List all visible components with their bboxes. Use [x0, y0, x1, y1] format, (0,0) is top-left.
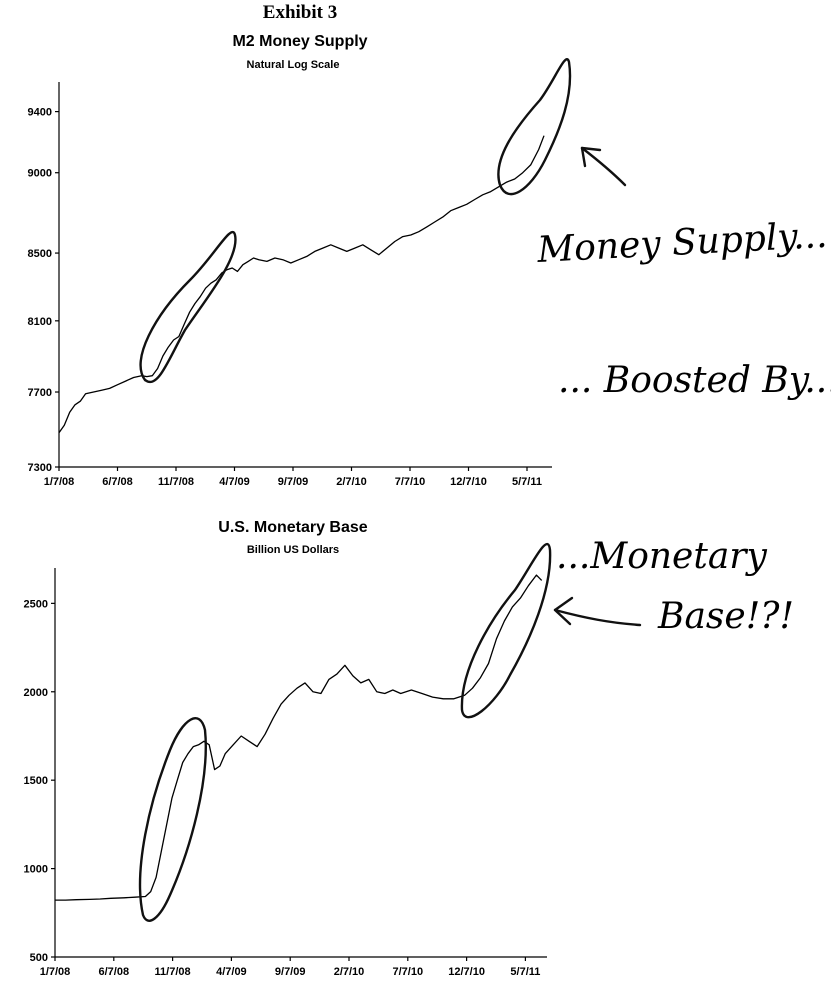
- x-tick-label: 9/7/09: [275, 966, 306, 978]
- y-tick-label: 9400: [28, 107, 52, 119]
- y-tick-label: 500: [30, 952, 48, 964]
- series-line: [58, 135, 545, 434]
- y-tick-label: 2500: [24, 598, 48, 610]
- chart-subtitle: Billion US Dollars: [247, 544, 339, 556]
- x-tick-label: 7/7/10: [395, 476, 426, 488]
- x-ticks: 1/7/08 6/7/08 11/7/08 4/7/09 9/7/09 2/7/10 7/7…: [40, 957, 540, 978]
- x-tick-label: 1/7/08: [40, 966, 71, 978]
- circle-m2-2008: [139, 231, 237, 384]
- annotation-base: Base!?!: [657, 596, 794, 637]
- y-ticks: 500 1000 1500 2000 2500: [24, 598, 55, 964]
- annotation-monetary: ...Monetary: [556, 536, 767, 577]
- annotation-money-supply: Money Supply...: [535, 215, 828, 271]
- x-tick-label: 1/7/08: [44, 476, 75, 488]
- chart-title: M2 Money Supply: [232, 33, 367, 50]
- circle-m2-2011: [497, 58, 572, 196]
- x-tick-label: 5/7/11: [512, 476, 542, 488]
- x-tick-label: 4/7/09: [219, 476, 250, 488]
- y-tick-label: 7300: [28, 462, 52, 474]
- x-tick-label: 5/7/11: [510, 966, 540, 978]
- arrow-head: [580, 146, 602, 168]
- y-tick-label: 7700: [28, 387, 52, 399]
- arrow-left: [553, 608, 642, 627]
- x-tick-label: 9/7/09: [278, 476, 309, 488]
- x-tick-label: 6/7/08: [99, 966, 130, 978]
- x-tick-label: 2/7/10: [336, 476, 367, 488]
- m2-money-supply-chart: M2 Money Supply Natural Log Scale 7300 77…: [28, 33, 552, 488]
- annotation-boosted-by: ... Boosted By...: [558, 360, 831, 401]
- handwritten-arrows: [553, 146, 642, 627]
- handwritten-circles: [138, 58, 572, 922]
- x-tick-label: 12/7/10: [448, 966, 485, 978]
- y-tick-label: 8500: [28, 248, 52, 260]
- x-tick-label: 7/7/10: [393, 966, 424, 978]
- y-tick-label: 8100: [28, 316, 52, 328]
- chart-title: U.S. Monetary Base: [218, 519, 367, 536]
- y-tick-label: 1000: [24, 864, 48, 876]
- x-tick-label: 6/7/08: [102, 476, 133, 488]
- y-tick-label: 9000: [28, 168, 52, 180]
- series-line: [55, 574, 543, 901]
- x-tick-label: 11/7/08: [155, 966, 191, 978]
- x-tick-label: 11/7/08: [158, 476, 194, 488]
- x-ticks: 1/7/08 6/7/08 11/7/08 4/7/09 9/7/09 2/7/10 7/7…: [44, 467, 542, 488]
- y-tick-label: 1500: [24, 775, 48, 787]
- y-tick-label: 2000: [24, 687, 48, 699]
- x-tick-label: 2/7/10: [334, 966, 365, 978]
- exhibit-label: Exhibit 3: [263, 2, 337, 23]
- circle-base-2011: [460, 542, 552, 719]
- arrow-head: [553, 596, 574, 626]
- y-ticks: 7300 7700 8100 8500 9000 9400: [28, 107, 59, 474]
- chart-subtitle: Natural Log Scale: [247, 59, 340, 71]
- x-tick-label: 4/7/09: [216, 966, 247, 978]
- arrow-up-left: [580, 146, 627, 187]
- monetary-base-chart: U.S. Monetary Base Billion US Dollars 50…: [24, 519, 547, 978]
- x-tick-label: 12/7/10: [450, 476, 487, 488]
- circle-base-2008: [138, 717, 207, 922]
